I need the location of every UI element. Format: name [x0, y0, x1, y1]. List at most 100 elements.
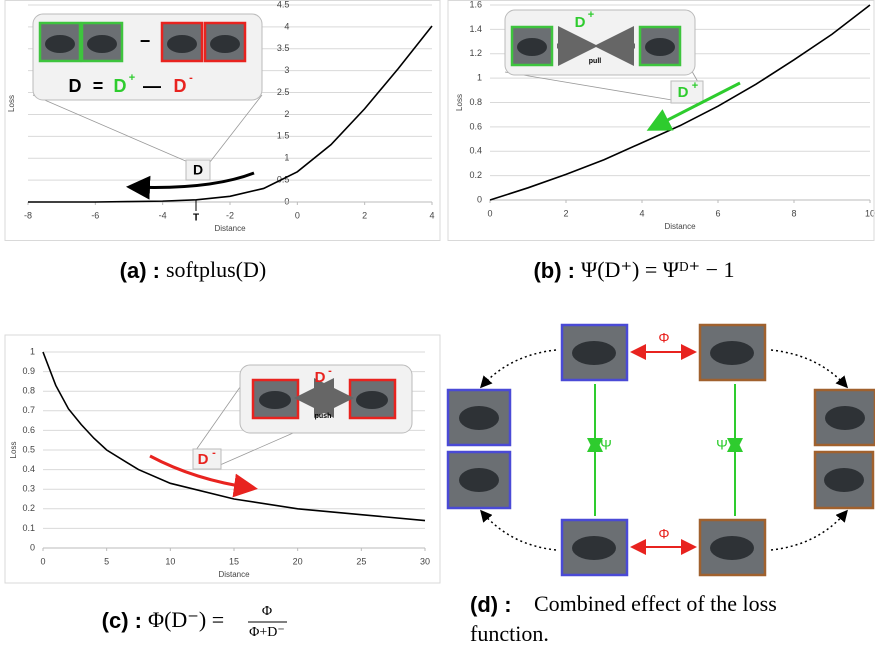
threshold-label: T	[193, 213, 199, 224]
y-tick-label: 0.4	[469, 146, 482, 156]
panel-frame	[4, 0, 441, 241]
y-tick-label: 1.2	[469, 48, 482, 58]
phi-label: Φ	[658, 330, 669, 346]
y-axis-title: Loss	[7, 95, 16, 112]
y-tick-label: 0.9	[22, 366, 35, 376]
x-tick-label: 10	[865, 208, 875, 218]
x-axis-title: Distance	[664, 222, 696, 231]
formula: —	[143, 76, 161, 96]
caption-numerator: Φ	[262, 604, 272, 619]
y-tick-label: 2	[284, 109, 289, 119]
inset-label: +	[588, 9, 594, 21]
y-tick-label: 0.7	[22, 405, 35, 415]
x-tick-label: 4	[429, 210, 434, 220]
y-tick-label: 0.5	[22, 444, 35, 454]
inset-label: D	[575, 14, 586, 31]
caption-text: function.	[470, 621, 549, 646]
psi-label: Ψ	[600, 437, 612, 453]
callout: +	[692, 80, 698, 92]
x-tick-label: 10	[165, 556, 175, 566]
x-tick-label: 2	[362, 210, 367, 220]
y-tick-label: 0.6	[469, 121, 482, 131]
y-tick-label: 0.3	[22, 484, 35, 494]
phi-label: Φ	[658, 526, 669, 542]
caption-denominator: Φ+D⁻	[249, 625, 285, 640]
y-tick-label: 0.2	[469, 170, 482, 180]
caption-label: (d) :	[470, 592, 512, 617]
panel-frame	[4, 334, 441, 584]
callout: D	[198, 451, 209, 468]
x-axis-title: Distance	[214, 224, 246, 233]
caption-text: Combined effect of the loss	[534, 591, 777, 616]
formula: =	[93, 76, 104, 96]
y-tick-label: 0.4	[22, 464, 35, 474]
x-tick-label: 8	[791, 208, 796, 218]
x-tick-label: 0	[295, 210, 300, 220]
formula: D	[69, 76, 82, 96]
loss-curve	[28, 25, 433, 203]
x-tick-label: -2	[226, 210, 234, 220]
panel-frame	[447, 0, 875, 241]
callout: D	[678, 84, 689, 101]
y-tick-label: 1	[30, 346, 35, 356]
formula: D	[174, 76, 187, 96]
y-tick-label: 3.5	[277, 43, 290, 53]
x-tick-label: -4	[159, 210, 167, 220]
action-label: pull	[589, 58, 601, 65]
caption-math: softplus(D)	[166, 257, 266, 282]
x-tick-label: 2	[563, 208, 568, 218]
loss-curve	[489, 4, 871, 201]
y-axis-title: Loss	[455, 94, 464, 111]
y-tick-label: 1.5	[277, 131, 290, 141]
callout: D	[193, 162, 203, 178]
psi-label: Ψ	[716, 437, 728, 453]
x-tick-label: -6	[91, 210, 99, 220]
caption-label: (a) :	[120, 258, 160, 283]
x-tick-label: -8	[24, 210, 32, 220]
y-tick-label: 2.5	[277, 87, 290, 97]
y-tick-label: 1	[477, 73, 482, 83]
x-tick-label: 0	[40, 556, 45, 566]
y-tick-label: 1	[284, 153, 289, 163]
x-tick-label: 4	[639, 208, 644, 218]
caption-math: Φ(D⁻) =	[148, 607, 224, 632]
x-tick-label: 0	[487, 208, 492, 218]
y-tick-label: 4.5	[277, 0, 290, 9]
y-tick-label: 0	[477, 194, 482, 204]
x-tick-label: 15	[229, 556, 239, 566]
y-tick-label: 0.1	[22, 523, 35, 533]
y-tick-label: 4	[284, 21, 289, 31]
inset-label: D	[315, 369, 326, 386]
caption-label: (c) :	[102, 608, 142, 633]
diagram: Φ Φ Ψ Ψ	[446, 323, 875, 577]
x-axis-title: Distance	[218, 570, 250, 579]
minus: −	[140, 31, 151, 51]
caption-label: (b) :	[533, 258, 575, 283]
action-label: push	[315, 413, 332, 420]
y-axis-title: Loss	[9, 442, 18, 459]
y-tick-label: 0	[30, 542, 35, 552]
y-tick-label: 0	[284, 196, 289, 206]
formula: -	[189, 72, 193, 84]
y-tick-label: 0.6	[22, 425, 35, 435]
annotation-c: D - push D -	[149, 364, 413, 498]
x-tick-label: 6	[715, 208, 720, 218]
caption-math: Ψ(D⁺) = Ψᴰ⁺ − 1	[581, 257, 735, 282]
captions: (a) : softplus(D) (b) : Ψ(D⁺) = Ψᴰ⁺ − 1 …	[102, 257, 777, 646]
y-tick-label: 0.8	[469, 97, 482, 107]
x-tick-label: 5	[104, 556, 109, 566]
y-tick-label: 0.2	[22, 503, 35, 513]
y-tick-label: 3	[284, 65, 289, 75]
annotation-a: − D = D + — D - D T	[32, 13, 263, 224]
y-tick-label: 1.6	[469, 0, 482, 9]
y-tick-label: 0.8	[22, 386, 35, 396]
x-tick-label: 20	[293, 556, 303, 566]
x-tick-label: 25	[356, 556, 366, 566]
loss-curve	[42, 351, 426, 522]
formula: +	[129, 72, 135, 84]
y-tick-label: 1.4	[469, 24, 482, 34]
x-tick-label: 30	[420, 556, 430, 566]
formula: D	[114, 76, 127, 96]
callout: -	[212, 447, 216, 459]
